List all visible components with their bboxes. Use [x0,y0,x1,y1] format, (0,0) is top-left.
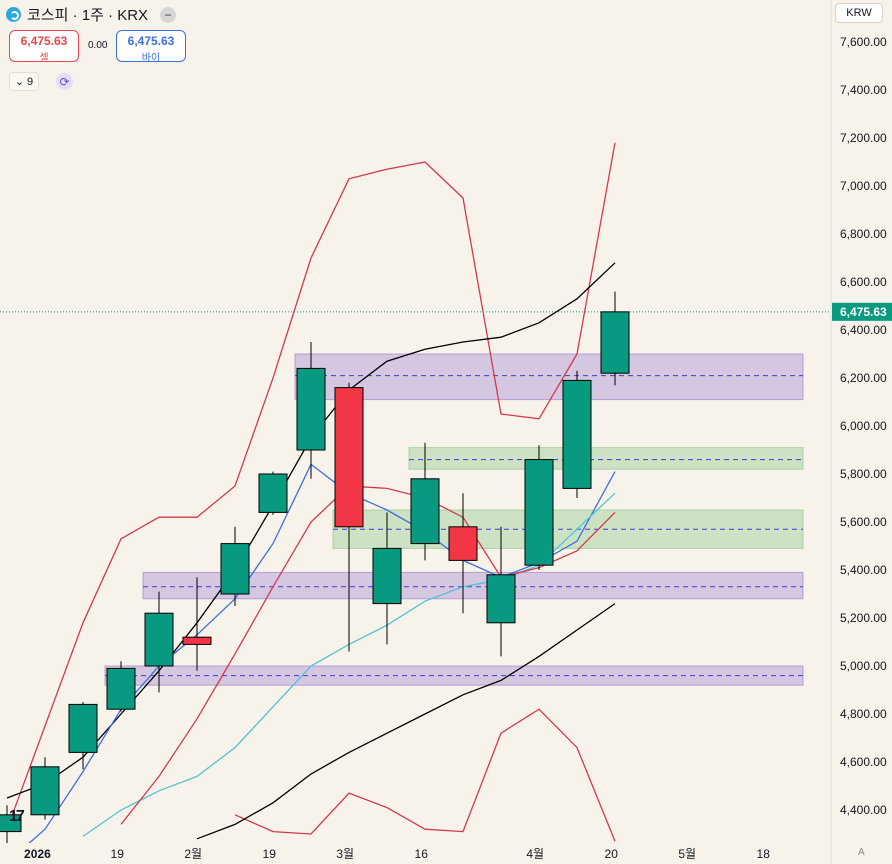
buy-price: 6,475.63 [127,34,175,48]
x-tick-label: 2026 [24,847,51,861]
y-tick-label: 5,800.00 [840,467,887,481]
candle-body-4 [144,612,174,667]
spread-value: 0.00 [88,40,108,51]
buy-label: 바이 [141,53,161,64]
candle-body-13 [486,574,516,624]
candle-body-8 [296,367,326,451]
auto-scale-button[interactable]: A [858,847,865,858]
candle-body-7 [258,473,288,513]
y-tick-label: 4,400.00 [840,803,887,817]
candle-body-1 [30,766,60,816]
candle-body-2 [68,703,98,753]
indicator-toggle-button[interactable]: ⌄ 9 [9,72,39,91]
sell-label: 셀 [39,53,49,64]
x-tick-label: 19 [263,847,277,861]
zone-0 [294,353,804,401]
candle-body-5 [182,636,212,645]
x-tick-label: 19 [111,847,125,861]
y-tick-label: 5,600.00 [840,515,887,529]
buy-button[interactable]: 6,475.63 바이 [116,30,186,64]
zone-4 [104,665,804,686]
refresh-icon[interactable]: ⟳ [56,73,73,90]
y-tick-label: 6,200.00 [840,371,887,385]
y-tick-label: 7,000.00 [840,179,887,193]
x-tick-label: 2월 [184,847,202,861]
y-tick-label: 5,000.00 [840,659,887,673]
zone-1 [408,447,804,470]
long-ma-line [196,603,616,840]
exchange-logo-icon [6,7,21,22]
upper-band-line [6,142,616,830]
y-tick-label: 6,800.00 [840,227,887,241]
sell-button[interactable]: 6,475.63 셀 [9,30,79,64]
y-tick-label: 7,400.00 [840,83,887,97]
y-tick-label: 6,000.00 [840,419,887,433]
currency-button[interactable]: KRW [835,3,883,23]
y-tick-label: 5,400.00 [840,563,887,577]
candle-body-12 [448,526,478,561]
candle-body-11 [410,478,440,545]
y-tick-label: 5,200.00 [840,611,887,625]
candle-body-10 [372,547,402,605]
x-tick-label: 18 [757,847,771,861]
y-tick-label: 6,400.00 [840,323,887,337]
symbol-header: 코스피 · 1주 · KRX − [6,4,177,25]
x-tick-label: 16 [415,847,429,861]
y-tick-label: 7,200.00 [840,131,887,145]
short-ma-line [120,485,616,825]
sell-price: 6,475.63 [20,34,68,48]
y-tick-label: 4,600.00 [840,755,887,769]
x-tick-label: 3월 [336,847,354,861]
last-price-badge [832,302,892,321]
minus-icon[interactable]: − [160,6,177,23]
zone-3 [142,571,804,600]
candle-body-15 [562,379,592,489]
candle-body-16 [600,311,630,374]
x-tick-label: 4월 [526,847,544,861]
y-tick-label: 7,600.00 [840,35,887,49]
candle-body-3 [106,667,136,710]
symbol-title[interactable]: 코스피 · 1주 · KRX [27,7,149,24]
candle-body-9 [334,387,364,528]
last-price-label: 6,475.63 [840,305,887,319]
tradingview-logo: 17 [9,808,25,825]
y-tick-label: 4,800.00 [840,707,887,721]
lower-band-line [234,708,616,842]
x-tick-label: 5월 [678,847,696,861]
chevron-down-icon: ⌄ [14,76,25,88]
indicator-count: 9 [27,75,34,88]
x-tick-label: 20 [605,847,619,861]
candle-body-14 [524,459,554,566]
candle-body-0 [0,814,22,833]
candle-body-6 [220,543,250,595]
y-tick-label: 6,600.00 [840,275,887,289]
